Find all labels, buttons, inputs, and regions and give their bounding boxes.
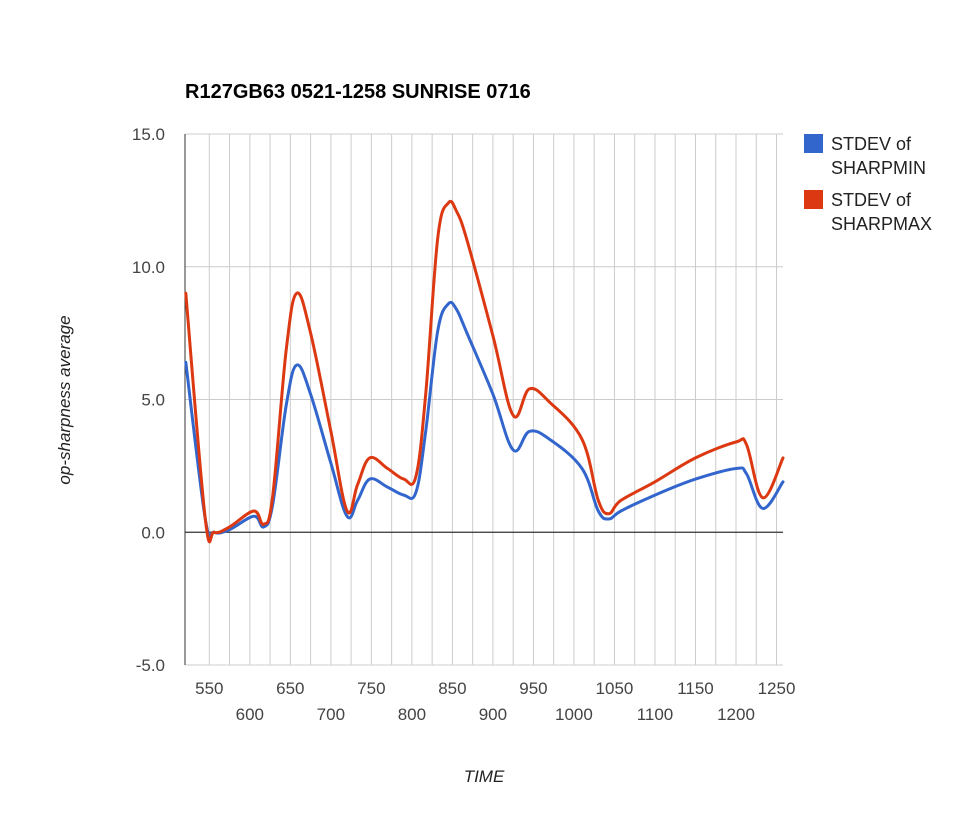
x-tick-label: 1200 — [717, 705, 755, 724]
legend-label: STDEV of SHARPMIN — [831, 134, 926, 178]
x-tick-label: 1000 — [555, 705, 593, 724]
legend: STDEV of SHARPMIN STDEV of SHARPMAX — [804, 134, 932, 234]
x-tick-label: 600 — [236, 705, 264, 724]
y-axis-title: op-sharpness average — [55, 315, 74, 484]
x-axis-title: TIME — [464, 767, 505, 786]
series-line-sharpmin — [184, 300, 785, 538]
x-tick-label: 950 — [519, 679, 547, 698]
y-tick-label: 10.0 — [132, 258, 165, 277]
legend-label: STDEV of SHARPMAX — [831, 190, 932, 234]
chart-title: R127GB63 0521-1258 SUNRISE 0716 — [185, 81, 531, 103]
grid-lines — [185, 133, 783, 666]
legend-swatch — [804, 134, 823, 153]
x-tick-label: 1050 — [596, 679, 634, 698]
y-tick-label: 15.0 — [132, 125, 165, 144]
series-line-sharpmax — [184, 199, 785, 544]
y-tick-label: -5.0 — [136, 656, 165, 675]
x-tick-label: 1150 — [677, 679, 714, 698]
x-tick-label: 750 — [357, 679, 385, 698]
y-tick-label: 5.0 — [141, 391, 165, 410]
x-tick-label: 800 — [398, 705, 426, 724]
x-tick-label: 650 — [276, 679, 304, 698]
y-axis-ticks: -5.0 0.0 5.0 10.0 15.0 — [132, 125, 165, 675]
x-tick-label: 700 — [317, 705, 345, 724]
x-tick-label: 1100 — [637, 705, 674, 724]
x-tick-label: 900 — [479, 705, 507, 724]
series-lines — [184, 199, 785, 544]
legend-swatch — [804, 190, 823, 209]
axes — [184, 134, 783, 665]
x-tick-label: 850 — [438, 679, 466, 698]
x-axis-ticks: 550 650 750 850 950 1050 1150 1250 600 700 800 900 1… — [195, 679, 795, 724]
x-tick-label: 550 — [195, 679, 223, 698]
x-tick-label: 1250 — [758, 679, 796, 698]
y-tick-label: 0.0 — [141, 523, 165, 542]
